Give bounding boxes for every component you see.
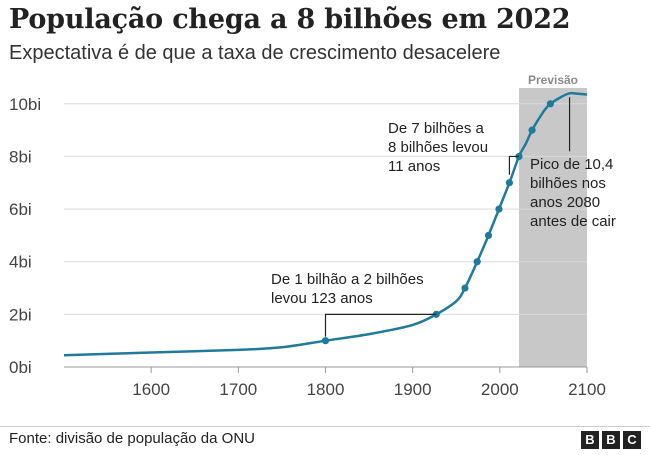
logo-letter-b1: B <box>581 431 599 449</box>
chart-title: População chega a 8 bilhões em 2022 <box>9 4 571 35</box>
data-point <box>495 205 503 213</box>
y-tick-label: 8bi <box>9 147 32 166</box>
population-chart: Previsão 0bi 2bi 4bi 6bi 8bi 10bi 1600 1700 1800 1… <box>9 73 616 399</box>
x-tick-label: 2100 <box>568 380 606 399</box>
annotation-line: bilhões nos <box>530 175 606 192</box>
logo-letter-b2: B <box>602 431 620 449</box>
y-tick-label: 10bi <box>9 95 41 114</box>
annotation-line: anos 2080 <box>530 194 600 211</box>
bbc-logo: B B C <box>581 431 641 449</box>
annotation-text: Pico de 10,4 bilhões nos anos 2080 antes de… <box>530 156 616 230</box>
annotation-line: 11 anos <box>388 158 440 175</box>
annotation-bracket <box>508 155 520 175</box>
data-point <box>321 337 330 345</box>
y-tick-label: 0bi <box>9 358 32 377</box>
data-point <box>484 231 493 239</box>
annotation-bracket <box>324 313 437 337</box>
annotation-text: De 1 bilhão a 2 bilhões levou 123 anos <box>271 271 424 307</box>
annotation-text: De 7 bilhões a 8 bilhões levou 11 anos <box>388 120 488 175</box>
chart-subtitle: Expectativa é de que a taxa de crescimen… <box>9 42 501 64</box>
data-point <box>528 126 536 134</box>
data-point <box>546 100 554 108</box>
annotation-line: De 7 bilhões a <box>388 120 485 137</box>
data-point <box>505 179 514 187</box>
data-point <box>461 284 469 292</box>
annotation-line: 8 bilhões levou <box>388 139 488 156</box>
x-tick-label: 1900 <box>394 380 432 399</box>
x-tick-label: 1800 <box>307 380 345 399</box>
annotation-line: antes de cair <box>530 213 616 230</box>
forecast-label: Previsão <box>528 73 578 87</box>
data-point <box>473 258 481 266</box>
x-tick-label: 1700 <box>219 380 257 399</box>
logo-letter-c: C <box>623 431 641 449</box>
annotation-line: De 1 bilhão a 2 bilhões <box>271 271 424 288</box>
footer-divider <box>0 426 650 427</box>
annotation-line: Pico de 10,4 <box>530 156 613 173</box>
x-tick-label: 1600 <box>132 380 170 399</box>
y-tick-label: 4bi <box>9 253 32 272</box>
x-tick-label: 2000 <box>481 380 519 399</box>
source-note: Fonte: divisão de população da ONU <box>9 430 255 447</box>
y-tick-label: 6bi <box>9 200 32 219</box>
y-tick-label: 2bi <box>9 305 32 324</box>
annotation-line: levou 123 anos <box>271 290 373 307</box>
